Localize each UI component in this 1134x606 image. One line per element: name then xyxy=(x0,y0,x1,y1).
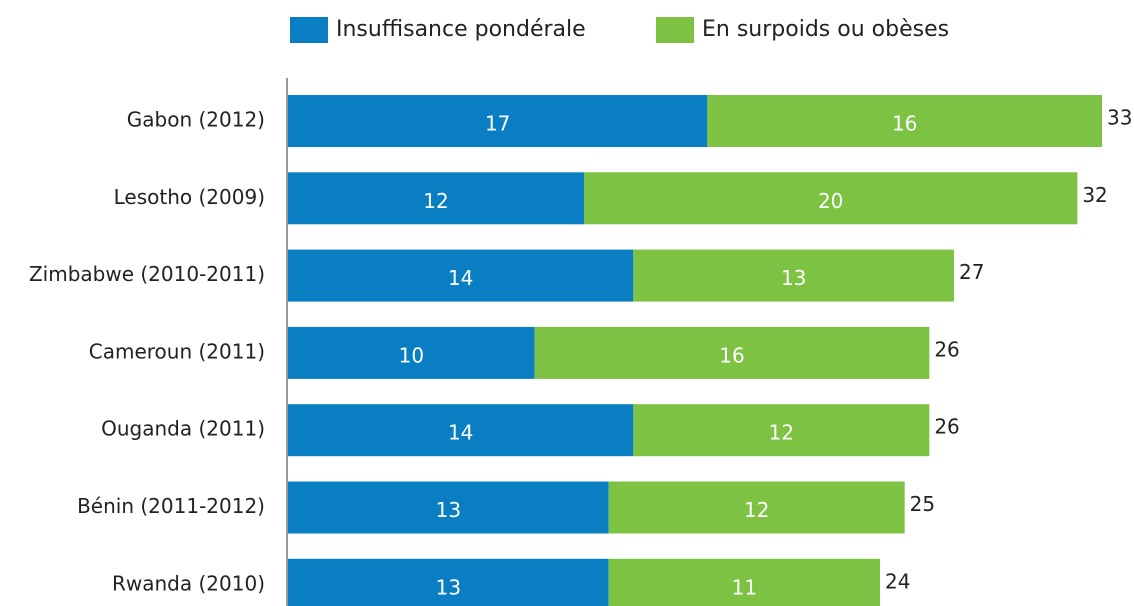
data-label: 13 xyxy=(436,575,461,599)
total-label: 26 xyxy=(934,337,959,361)
bar-segment xyxy=(288,172,584,225)
y-tick-label: Bénin (2011-2012) xyxy=(77,494,265,518)
data-label: 12 xyxy=(744,498,769,522)
data-label: 14 xyxy=(448,421,473,445)
legend-swatch xyxy=(290,17,328,43)
total-label: 25 xyxy=(910,492,935,516)
total-label: 32 xyxy=(1082,183,1107,207)
bar-segment xyxy=(288,326,535,379)
y-tick-label: Zimbabwe (2010-2011) xyxy=(29,262,265,286)
bar-segment xyxy=(584,172,1078,225)
total-label: 26 xyxy=(934,415,959,439)
data-label: 17 xyxy=(485,112,510,136)
bar-segment xyxy=(288,481,609,534)
y-tick-label: Ouganda (2011) xyxy=(101,417,265,441)
data-label: 10 xyxy=(399,343,424,367)
data-label: 13 xyxy=(781,266,806,290)
bar-segment xyxy=(288,404,634,457)
y-tick-label: Cameroun (2011) xyxy=(89,339,265,363)
legend-label: Insuffisance pondérale xyxy=(336,17,586,42)
total-label: 33 xyxy=(1107,106,1132,130)
bar-segment xyxy=(707,95,1102,147)
data-label: 12 xyxy=(769,421,794,445)
data-label: 14 xyxy=(448,266,473,290)
bar-segment xyxy=(633,404,930,457)
bar-segment xyxy=(608,481,905,534)
data-label: 16 xyxy=(719,343,744,367)
bar-segment xyxy=(608,558,880,606)
data-label: 16 xyxy=(892,112,917,136)
data-label: 13 xyxy=(436,498,461,522)
bar-segment xyxy=(633,249,954,302)
legend-label: En surpoids ou obèses xyxy=(702,17,949,42)
y-tick-label: Gabon (2012) xyxy=(127,108,265,132)
data-label: 12 xyxy=(423,189,448,213)
data-label: 20 xyxy=(818,189,843,213)
bar-segment xyxy=(288,249,634,302)
y-tick-label: Lesotho (2009) xyxy=(114,185,265,209)
data-label: 11 xyxy=(732,575,757,599)
legend-swatch xyxy=(656,17,694,43)
y-tick-label: Rwanda (2010) xyxy=(112,571,265,595)
total-label: 24 xyxy=(885,569,910,593)
total-label: 27 xyxy=(959,260,984,284)
bar-segment xyxy=(288,95,708,147)
bar-segment xyxy=(288,558,609,606)
bar-segment xyxy=(534,326,930,379)
